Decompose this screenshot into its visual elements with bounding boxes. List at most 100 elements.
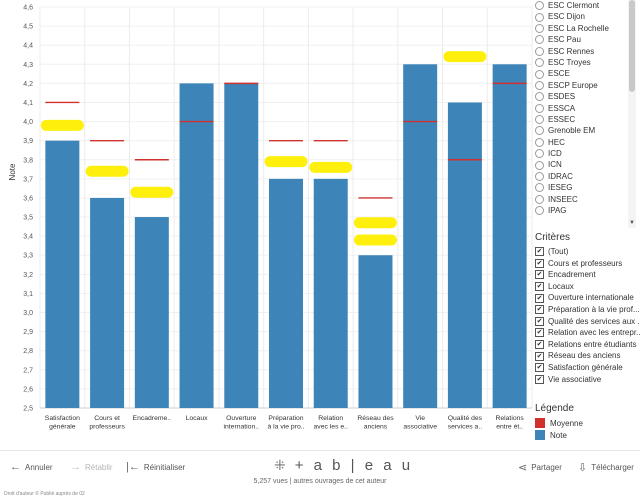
legend-item[interactable]: Moyenne xyxy=(535,417,640,429)
note-bar[interactable] xyxy=(45,140,80,408)
criteria-option-label: Relations entre étudiants xyxy=(548,339,637,349)
x-tick-label: Qualité des xyxy=(448,415,483,422)
school-option[interactable]: HEC xyxy=(535,137,640,148)
checkbox-checked-icon[interactable]: ✔ xyxy=(535,340,544,350)
y-tick-label: 3,4 xyxy=(23,234,33,241)
criteria-option-label: Cours et professeurs xyxy=(548,258,623,268)
note-bar[interactable] xyxy=(90,197,125,408)
criteria-option[interactable]: ✔ Ouverture internationale xyxy=(535,292,640,304)
criteria-option[interactable]: ✔ Cours et professeurs xyxy=(535,258,640,270)
note-bar[interactable] xyxy=(358,255,393,408)
checkbox-checked-icon[interactable]: ✔ xyxy=(535,305,544,315)
school-option-label: ESC Pau xyxy=(548,35,581,45)
criteria-option[interactable]: ✔ Réseau des anciens xyxy=(535,350,640,362)
radio-button-icon[interactable] xyxy=(535,172,544,182)
radio-button-icon[interactable] xyxy=(535,103,544,113)
criteria-option[interactable]: ✔ Satisfaction générale xyxy=(535,362,640,374)
bar-chart: 4,6 4,5 4,4 4,3 4,2 4,1 4,0 3,9 3,8 3,7 3,6 3,5 3,4 3… xyxy=(8,5,533,431)
note-bar[interactable] xyxy=(313,178,348,408)
school-option[interactable]: ESC Dijon xyxy=(535,11,640,22)
radio-button-icon[interactable] xyxy=(535,35,544,45)
radio-button-icon[interactable] xyxy=(535,194,544,204)
checkbox-checked-icon[interactable]: ✔ xyxy=(535,282,544,292)
radio-button-icon[interactable] xyxy=(535,46,544,56)
radio-button-icon[interactable] xyxy=(535,69,544,79)
legend-item[interactable]: Note xyxy=(535,429,640,441)
share-button[interactable]: ⋖ Partager xyxy=(518,462,562,474)
radio-button-icon[interactable] xyxy=(535,149,544,159)
undo-button[interactable]: ← Annuler xyxy=(10,461,53,473)
radio-button-icon[interactable] xyxy=(535,115,544,125)
checkbox-checked-icon[interactable]: ✔ xyxy=(535,328,544,338)
school-option[interactable]: ICD xyxy=(535,148,640,159)
radio-button-icon[interactable] xyxy=(535,206,544,216)
note-bar[interactable] xyxy=(224,83,259,408)
school-option[interactable]: IPAG xyxy=(535,205,640,216)
checkbox-checked-icon[interactable]: ✔ xyxy=(535,363,544,373)
school-option[interactable]: ESDES xyxy=(535,91,640,102)
radio-button-icon[interactable] xyxy=(535,137,544,147)
school-list-scroll-thumb[interactable] xyxy=(629,0,635,92)
school-option[interactable]: ESC Troyes xyxy=(535,57,640,68)
school-option[interactable]: ESC Pau xyxy=(535,34,640,45)
criteria-option[interactable]: ✔ Vie associative xyxy=(535,374,640,386)
checkbox-checked-icon[interactable]: ✔ xyxy=(535,258,544,268)
school-option[interactable]: IDRAC xyxy=(535,171,640,182)
radio-button-icon[interactable] xyxy=(535,183,544,193)
checkbox-checked-icon[interactable]: ✔ xyxy=(535,351,544,361)
school-option[interactable]: ESSCA xyxy=(535,103,640,114)
criteria-option[interactable]: ✔ Relations entre étudiants xyxy=(535,339,640,351)
note-bar[interactable] xyxy=(134,217,169,408)
note-bar[interactable] xyxy=(447,102,482,408)
radio-button-icon[interactable] xyxy=(535,58,544,68)
download-button[interactable]: ⇩ Télécharger xyxy=(578,462,634,474)
school-option[interactable]: ESSEC xyxy=(535,114,640,125)
tableau-logo[interactable]: ⁜ + a b | e a u xyxy=(274,457,414,474)
note-bar[interactable] xyxy=(269,178,303,408)
school-option[interactable]: ESCP Europe xyxy=(535,80,640,91)
school-option[interactable]: ICN xyxy=(535,159,640,170)
school-option[interactable]: IESEG xyxy=(535,182,640,193)
criteria-option-label: Satisfaction générale xyxy=(548,362,623,372)
radio-button-icon[interactable] xyxy=(535,12,544,22)
criteria-option[interactable]: ✔ Encadrement xyxy=(535,269,640,281)
criteria-option[interactable]: ✔ Relation avec les entrepr... xyxy=(535,327,640,339)
reset-button[interactable]: |← Réinitialiser xyxy=(126,461,186,473)
radio-button-icon[interactable] xyxy=(535,23,544,33)
school-option[interactable]: ESC Rennes xyxy=(535,46,640,57)
checkbox-checked-icon[interactable]: ✔ xyxy=(535,316,544,326)
checkbox-checked-icon[interactable]: ✔ xyxy=(535,374,544,384)
checkbox-checked-icon[interactable]: ✔ xyxy=(535,293,544,303)
school-option[interactable]: INSEEC xyxy=(535,194,640,205)
tableau-cross-icon: ⁜ xyxy=(274,457,289,473)
criteria-option[interactable]: ✔ Préparation à la vie prof... xyxy=(535,304,640,316)
school-option[interactable]: ESC Clermont xyxy=(535,0,640,11)
checkbox-checked-icon[interactable]: ✔ xyxy=(535,247,544,257)
criteria-option[interactable]: ✔ Qualité des services aux ... xyxy=(535,316,640,328)
school-option[interactable]: ESC La Rochelle xyxy=(535,23,640,34)
x-tick-label: Réseau des xyxy=(357,415,394,422)
criteria-option[interactable]: ✔ (Tout) xyxy=(535,246,640,258)
school-list-scrollbar[interactable] xyxy=(628,0,636,228)
criteria-option-label: (Tout) xyxy=(548,247,569,256)
school-option-label: IPAG xyxy=(548,206,567,216)
radio-button-icon[interactable] xyxy=(535,160,544,170)
note-bar[interactable] xyxy=(492,64,527,409)
criteria-filter: Critères ✔ (Tout) ✔ Cours et professeurs ✔ En… xyxy=(535,232,640,385)
radio-button-icon[interactable] xyxy=(535,126,544,136)
y-tick-label: 4,4 xyxy=(23,43,33,50)
note-bar[interactable] xyxy=(403,64,438,409)
radio-button-icon[interactable] xyxy=(535,80,544,90)
school-option[interactable]: ESCE xyxy=(535,68,640,79)
school-option-label: ESC Troyes xyxy=(548,57,591,67)
school-option[interactable]: Grenoble EM xyxy=(535,125,640,136)
checkbox-checked-icon[interactable]: ✔ xyxy=(535,270,544,280)
redo-button[interactable]: → Rétablir xyxy=(70,461,113,473)
criteria-option[interactable]: ✔ Locaux xyxy=(535,281,640,293)
radio-button-icon[interactable] xyxy=(535,92,544,102)
y-tick-label: 4,6 xyxy=(23,5,33,12)
note-bar[interactable] xyxy=(179,83,214,408)
scroll-down-icon[interactable]: ▼ xyxy=(629,220,635,226)
radio-button-icon[interactable] xyxy=(535,1,544,11)
x-tick-label: entre ét.. xyxy=(496,424,523,431)
